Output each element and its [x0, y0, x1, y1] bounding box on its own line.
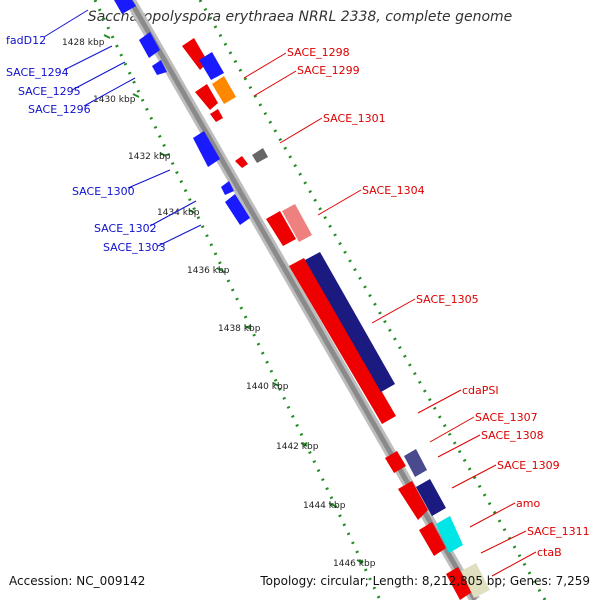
gene-arrow[interactable] — [199, 52, 224, 80]
gene-label: SACE_1301 — [323, 112, 386, 125]
gene-arrow[interactable] — [139, 32, 160, 58]
tick-label: 1438 kbp — [218, 324, 261, 334]
gene-arrow[interactable] — [289, 258, 396, 424]
gene-label: SACE_1311 — [527, 525, 590, 538]
gene-label: SACE_1307 — [475, 411, 538, 424]
tick-label: 1444 kbp — [303, 501, 346, 511]
gene-label: SACE_1296 — [28, 103, 91, 116]
gene-label: amo — [516, 497, 540, 510]
tick-label: 1434 kbp — [157, 208, 200, 218]
gene-arrow[interactable] — [282, 204, 312, 242]
gene-label: SACE_1302 — [94, 222, 157, 235]
gene-label: SACE_1304 — [362, 184, 425, 197]
gene-arrow[interactable] — [114, 0, 136, 14]
gene-label: SACE_1308 — [481, 429, 544, 442]
gene-arrow[interactable] — [461, 563, 490, 598]
gene-arrow[interactable] — [193, 131, 220, 167]
tick-label: 1432 kbp — [128, 152, 171, 162]
tick-track-inner — [93, 0, 382, 600]
tick-label: 1436 kbp — [187, 266, 230, 276]
gene-label: ctaB — [537, 546, 562, 559]
tick-label: 1446 kbp — [333, 559, 376, 569]
gene-arrow[interactable] — [398, 481, 428, 520]
gene-arrow[interactable] — [152, 60, 167, 75]
gene-arrow[interactable] — [225, 194, 250, 225]
gene-label: SACE_1303 — [103, 241, 166, 254]
gene-arrow[interactable] — [385, 451, 406, 473]
gene-label: cdaPSI — [462, 384, 499, 397]
gene-arrow[interactable] — [436, 516, 463, 553]
gene-arrow[interactable] — [305, 252, 395, 392]
gene-arrow[interactable] — [212, 76, 236, 104]
gene-label: fadD12 — [6, 34, 46, 47]
gene-arrow[interactable] — [404, 449, 427, 477]
gene-arrow[interactable] — [210, 109, 223, 122]
gene-arrow[interactable] — [419, 522, 446, 556]
leader-lines-left — [43, 9, 202, 247]
gene-label: SACE_1309 — [497, 459, 560, 472]
tick-label: 1440 kbp — [246, 382, 289, 392]
accession-text: Accession: NC_009142 — [9, 574, 146, 588]
gene-arrow[interactable] — [446, 567, 472, 600]
gene-label: SACE_1294 — [6, 66, 69, 79]
gene-label: SACE_1300 — [72, 185, 135, 198]
gene-arrow[interactable] — [416, 479, 446, 516]
gene-arrow[interactable] — [252, 148, 268, 163]
gene-arrow[interactable] — [266, 211, 296, 246]
gene-label: SACE_1305 — [416, 293, 479, 306]
tick-label: 1442 kbp — [276, 442, 319, 452]
gene-label: SACE_1298 — [287, 46, 350, 59]
tick-track-outer — [198, 0, 547, 600]
gene-arrow[interactable] — [221, 181, 234, 195]
leader-lines-right — [243, 52, 537, 577]
gene-label: SACE_1295 — [18, 85, 81, 98]
gene-arrow[interactable] — [195, 84, 218, 110]
major-ticks — [103, 34, 364, 564]
gene-arrow[interactable] — [235, 156, 248, 168]
gene-label: SACE_1299 — [297, 64, 360, 77]
map-title: Saccharopolyspora erythraea NRRL 2338, c… — [87, 9, 513, 25]
gene-features-lane-2 — [199, 52, 490, 598]
topology-text: Topology: circular; Length: 8,212,805 bp… — [260, 574, 590, 588]
tick-label: 1428 kbp — [62, 38, 105, 48]
tick-label: 1430 kbp — [93, 95, 136, 105]
gene-features-lane-1 — [182, 38, 472, 600]
gene-features-forward — [114, 0, 250, 225]
